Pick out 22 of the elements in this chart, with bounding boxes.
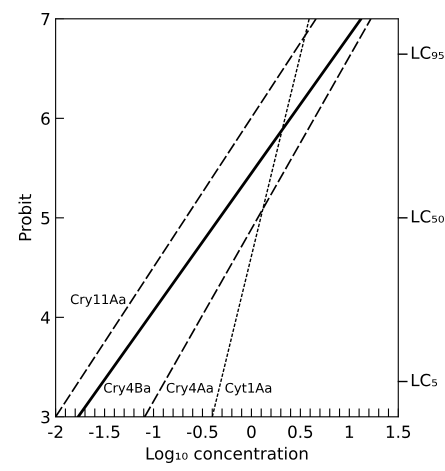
ref-line-label: LC₅₀ bbox=[412, 210, 444, 223]
y-axis-title: Probit bbox=[18, 194, 32, 240]
annotation: Cry4Aa bbox=[166, 382, 213, 396]
x-tick-label: -1 bbox=[146, 426, 160, 438]
y-tick-label: 5 bbox=[41, 212, 50, 224]
x-axis-title: Log₁₀ concentration bbox=[146, 446, 308, 463]
annotation: Cyt1Aa bbox=[225, 382, 272, 396]
x-tick-label: 0 bbox=[247, 425, 256, 438]
x-tick-label: -0.5 bbox=[187, 425, 218, 438]
x-tick-label: -1.5 bbox=[89, 426, 120, 438]
y-tick-label: 6 bbox=[41, 112, 50, 125]
x-tick-label: 0.5 bbox=[288, 425, 312, 438]
y-tick-label: 7 bbox=[42, 13, 50, 26]
x-tick-label: 1 bbox=[346, 426, 354, 438]
x-tick-label: -2 bbox=[48, 425, 62, 438]
y-tick-label: 3 bbox=[41, 410, 50, 424]
annotation: Cry4Ba bbox=[104, 382, 150, 396]
annotation: Cry11Aa bbox=[70, 294, 126, 307]
x-tick-label: 1.5 bbox=[386, 426, 410, 438]
y-tick-label: 4 bbox=[40, 312, 50, 324]
ref-line-label: LC₉₅ bbox=[412, 46, 444, 59]
ref-line-label: LC₅ bbox=[412, 374, 438, 386]
